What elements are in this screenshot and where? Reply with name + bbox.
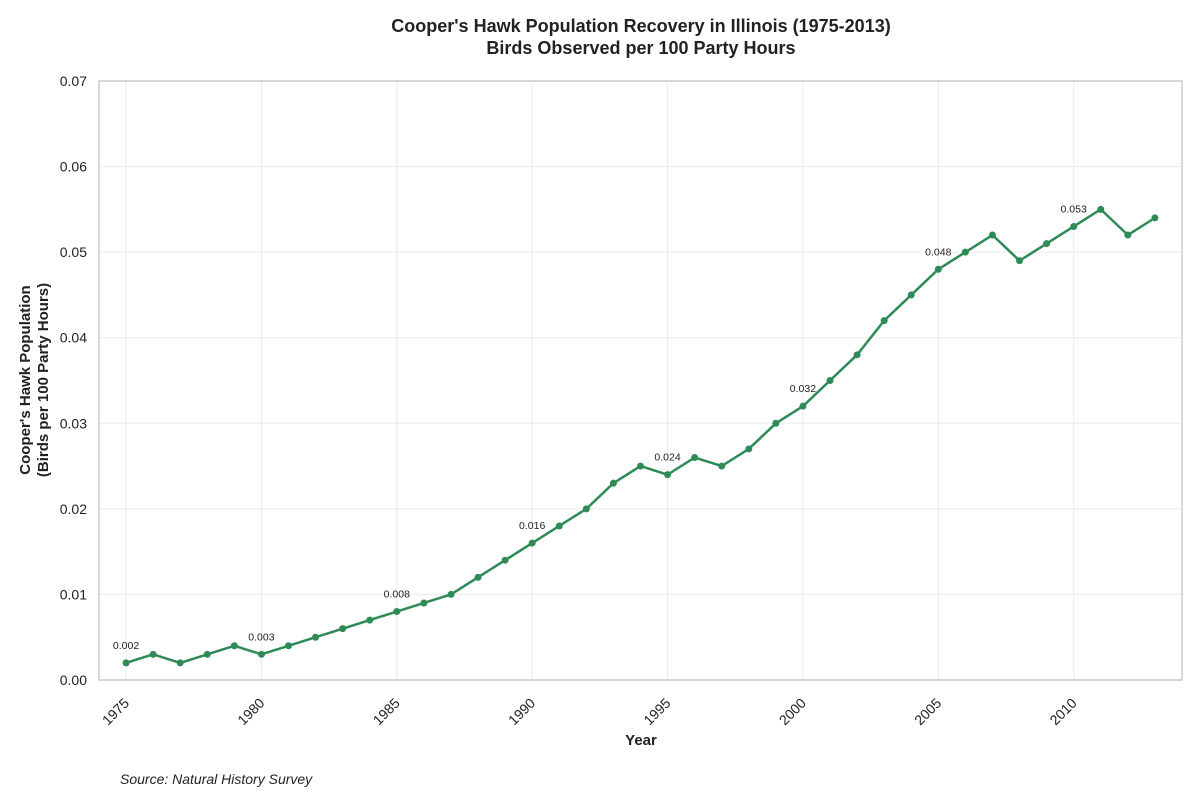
data-point: [1043, 240, 1051, 248]
data-point: [1070, 222, 1078, 230]
data-point: [501, 556, 509, 564]
data-point: [934, 265, 942, 273]
x-tick-label: 1995: [640, 695, 673, 728]
data-point: [826, 377, 834, 384]
data-point: [312, 633, 320, 641]
data-label: 0.016: [519, 520, 545, 532]
data-point: [339, 625, 347, 633]
x-tick-label: 1980: [234, 695, 267, 728]
data-point: [1016, 257, 1024, 265]
x-axis-label: Year: [625, 732, 657, 749]
data-points: [122, 205, 1159, 667]
data-point: [149, 650, 157, 658]
data-point: [853, 351, 861, 359]
grid: [99, 80, 1182, 681]
data-point: [961, 248, 969, 256]
y-tick-label: 0.02: [60, 501, 87, 517]
data-point: [907, 291, 915, 299]
x-tick-label: 2005: [911, 695, 944, 728]
data-point: [1151, 214, 1159, 222]
data-point: [880, 317, 888, 325]
data-point: [582, 505, 590, 513]
data-point: [988, 231, 996, 239]
data-point: [1097, 205, 1105, 213]
x-tick-label: 1975: [99, 695, 132, 728]
y-axis-label-line2: (Birds per 100 Party Hours): [35, 283, 52, 477]
y-tick-label: 0.03: [60, 415, 87, 431]
y-axis-ticks: 0.00 0.01 0.02 0.03 0.04 0.05 0.06 0.07: [60, 73, 87, 688]
data-point: [420, 599, 428, 607]
data-point: [122, 659, 130, 667]
y-tick-label: 0.07: [60, 73, 87, 89]
y-tick-label: 0.01: [60, 586, 87, 602]
data-point: [745, 445, 753, 453]
y-tick-label: 0.06: [60, 159, 87, 175]
x-tick-label: 2000: [776, 695, 809, 728]
data-label: 0.003: [248, 631, 274, 643]
y-axis-label-line1: Cooper's Hawk Population: [17, 285, 34, 474]
data-point: [393, 608, 401, 616]
data-point: [637, 462, 644, 470]
y-tick-label: 0.04: [60, 330, 87, 346]
data-label: 0.032: [790, 383, 816, 395]
chart-title: Cooper's Hawk Population Recovery in Ill…: [391, 16, 890, 36]
x-tick-label: 1985: [370, 695, 403, 728]
x-axis-ticks: 1975 1980 1985 1990 1995 2000 2005 2010: [99, 695, 1080, 728]
data-label: 0.053: [1061, 203, 1087, 215]
source-note: Source: Natural History Survey: [120, 771, 313, 787]
data-point: [528, 539, 536, 547]
data-label: 0.024: [654, 452, 680, 464]
data-point: [664, 471, 672, 479]
data-label: 0.048: [925, 246, 951, 258]
plot-frame: [98, 80, 1183, 681]
data-point: [555, 522, 563, 530]
data-point: [447, 590, 455, 598]
data-point: [366, 616, 374, 624]
data-point: [285, 642, 293, 650]
data-point: [609, 479, 617, 487]
y-tick-label: 0.05: [60, 244, 87, 260]
data-point: [257, 650, 265, 658]
y-tick-label: 0.00: [60, 672, 87, 688]
x-tick-label: 2010: [1046, 695, 1079, 728]
data-point: [230, 642, 238, 650]
data-point: [799, 402, 807, 410]
chart-subtitle: Birds Observed per 100 Party Hours: [486, 38, 795, 58]
data-point: [203, 650, 211, 658]
data-point: [718, 462, 726, 470]
data-point: [772, 419, 780, 427]
data-label: 0.008: [384, 589, 410, 601]
data-labels: 0.002 0.003 0.008 0.016 0.024 0.032 0.048 0.053: [113, 203, 1087, 651]
data-point: [176, 659, 184, 667]
data-point: [1124, 231, 1132, 239]
data-label: 0.002: [113, 640, 139, 652]
data-point: [474, 573, 482, 581]
x-tick-label: 1990: [505, 695, 538, 728]
data-point: [691, 454, 699, 462]
